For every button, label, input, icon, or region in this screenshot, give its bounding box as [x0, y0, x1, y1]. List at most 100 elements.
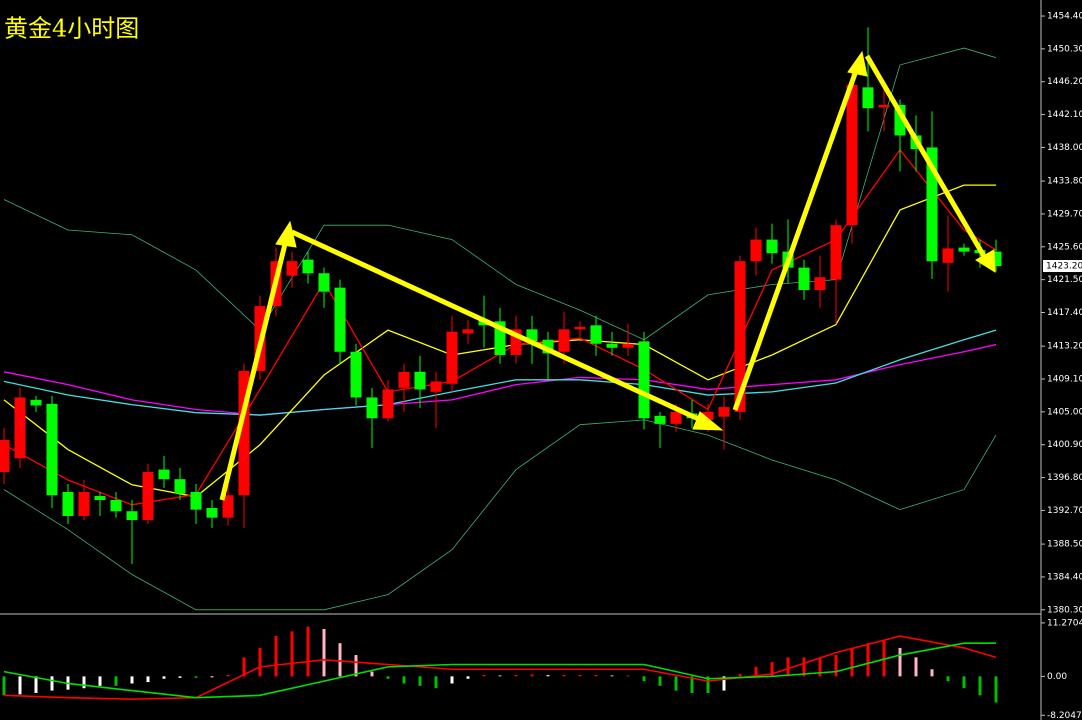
histogram-bar — [834, 655, 838, 677]
candle-body — [654, 415, 666, 424]
histogram-bar — [386, 676, 390, 679]
candle-body — [558, 329, 570, 352]
candle-body — [894, 104, 906, 136]
candle-body — [830, 225, 842, 280]
histogram-bar — [706, 676, 710, 693]
candle-body — [446, 331, 458, 384]
candle-body — [542, 339, 554, 354]
histogram-bar — [930, 669, 934, 677]
candle-body — [750, 239, 762, 262]
candle-body — [606, 343, 618, 348]
y-tick-label: 1421.50 — [1047, 275, 1082, 285]
histogram-bar — [418, 676, 422, 686]
candle-body — [798, 267, 810, 291]
histogram-bar — [690, 676, 694, 693]
histogram-bar — [610, 675, 614, 677]
y-tick-label: 1454.40 — [1047, 12, 1082, 22]
histogram-bar — [306, 626, 310, 677]
histogram-bar — [178, 676, 182, 678]
arrow — [219, 239, 289, 501]
histogram-bar — [2, 676, 6, 696]
candle-body — [526, 329, 538, 342]
candle-body — [430, 381, 442, 392]
arrow — [864, 54, 988, 260]
candle-body — [862, 87, 874, 109]
histogram-bar — [962, 676, 966, 689]
y-tick-label: 11.2704 — [1047, 618, 1082, 628]
histogram-bar — [482, 674, 486, 677]
histogram-bar — [866, 643, 870, 677]
histogram-bar — [338, 643, 342, 677]
y-tick-label: 1429.70 — [1047, 209, 1082, 219]
candle-body — [494, 321, 506, 355]
candle-body — [670, 411, 682, 424]
histogram-bar — [786, 657, 790, 677]
histogram-bar — [18, 676, 22, 695]
y-tick-label: 1433.80 — [1047, 177, 1082, 187]
candle-body — [414, 371, 426, 390]
candle-body — [30, 399, 42, 406]
y-tick-label: 1405.00 — [1047, 407, 1082, 417]
candle-body — [926, 147, 938, 262]
plot-area — [0, 27, 1002, 703]
histogram-bar — [770, 662, 774, 677]
histogram-bar — [146, 676, 150, 683]
histogram-bar — [194, 676, 198, 678]
histogram-bar — [658, 676, 662, 686]
indicator-line — [3, 329, 997, 416]
arrow-head — [692, 411, 724, 431]
candle-body — [382, 389, 394, 419]
histogram-bar — [434, 676, 438, 689]
candle-body — [318, 273, 330, 292]
indicator-line — [3, 419, 997, 611]
candle-body — [46, 403, 58, 496]
candle-body — [350, 351, 362, 398]
histogram-bar — [210, 676, 214, 678]
y-tick-label: 1396.80 — [1047, 473, 1082, 483]
y-tick-label: 1438.00 — [1047, 143, 1082, 153]
arrow-head — [975, 249, 996, 273]
candle-body — [734, 261, 746, 412]
histogram-bar — [114, 676, 118, 686]
histogram-bar — [850, 647, 854, 677]
histogram-bar — [370, 671, 374, 677]
candle-body — [942, 248, 954, 263]
histogram-bar — [562, 674, 566, 677]
y-tick-label: 1442.10 — [1047, 110, 1082, 120]
candle-body — [766, 239, 778, 254]
histogram-bar — [994, 676, 998, 703]
arrow — [290, 229, 707, 425]
histogram-bar — [274, 636, 278, 677]
histogram-bar — [722, 676, 726, 691]
y-tick-label: 1446.20 — [1047, 77, 1082, 87]
histogram-bar — [50, 676, 54, 691]
candle-body — [638, 341, 650, 419]
y-tick-label: 1417.40 — [1047, 308, 1082, 318]
candle-body — [142, 471, 154, 521]
y-tick-label: 1409.10 — [1047, 375, 1082, 385]
y-tick-label: 0.00 — [1047, 672, 1067, 682]
y-tick-label: 1413.20 — [1047, 342, 1082, 352]
candle-body — [0, 439, 10, 472]
trend-arrows — [219, 50, 996, 501]
histogram-bar — [402, 676, 406, 684]
candle-body — [334, 287, 346, 352]
candle-body — [366, 397, 378, 419]
candle-body — [78, 492, 90, 517]
candle-body — [62, 492, 74, 517]
y-tick-label: 1380.30 — [1047, 605, 1082, 615]
histogram-bar — [546, 674, 550, 677]
candle-body — [718, 407, 730, 417]
candle-body — [702, 411, 714, 420]
last-price-box — [1043, 260, 1082, 273]
y-tick-label: 1425.60 — [1047, 242, 1082, 252]
candle-body — [286, 261, 298, 276]
candle-body — [14, 397, 26, 459]
histogram-bar — [322, 628, 326, 677]
candle-body — [174, 479, 186, 494]
histogram-bar — [914, 657, 918, 677]
y-tick-label: 1400.90 — [1047, 440, 1082, 450]
histogram-bar — [578, 674, 582, 677]
histogram-bar — [290, 631, 294, 677]
